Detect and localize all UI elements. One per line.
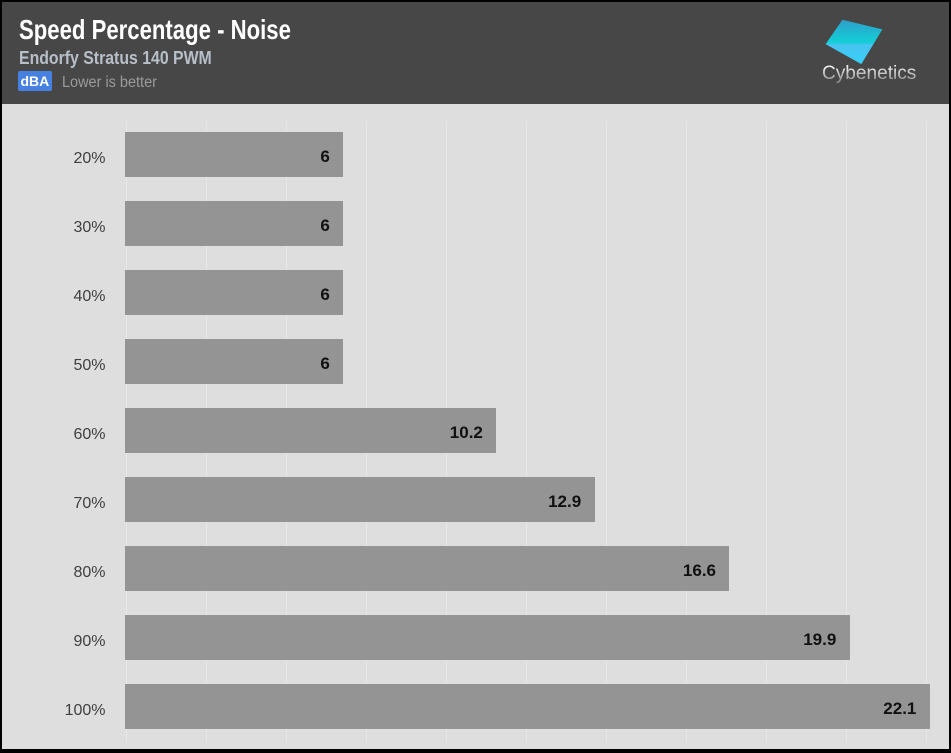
- svg-text:Cybenetics: Cybenetics: [822, 63, 916, 84]
